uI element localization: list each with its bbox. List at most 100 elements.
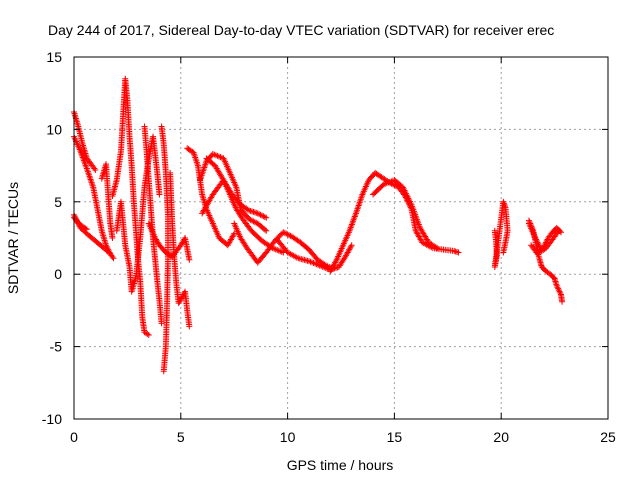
data-point [532,235,539,241]
x-tick-label: 0 [70,429,78,445]
data-point [186,323,193,330]
data-point [553,282,560,289]
data-point [75,220,82,227]
data-point [109,235,116,241]
data-point [284,231,291,238]
chart-title: Day 244 of 2017, Sidereal Day-to-day VTE… [48,22,554,38]
data-point [73,217,80,224]
series-arc-f [109,75,152,339]
series-arc-p [203,155,270,221]
grid-lines [74,57,608,419]
data-point [500,200,507,207]
data-point [258,212,265,219]
y-tick-label: -5 [50,339,63,355]
data-point [559,298,566,305]
data-point [247,216,254,223]
data-point [158,320,165,327]
series-arc-d [71,211,114,257]
data-point [555,227,562,234]
series-arc-e [98,161,116,241]
data-point [281,229,288,236]
data-point [432,244,439,251]
x-tick-label: 5 [177,429,185,445]
data-point [283,230,290,237]
data-point [250,218,257,225]
data-point [249,217,255,224]
data-point [556,288,563,295]
data-point [144,331,151,338]
x-tick-label: 25 [600,429,616,445]
data-point [244,206,251,213]
y-tick-label: 10 [46,121,62,137]
data-point [555,287,562,294]
data-point [501,201,508,208]
data-point [533,236,540,243]
x-tick-label: 10 [280,429,296,445]
data-point [92,166,99,173]
x-tick-label: 20 [493,429,509,445]
data-point [455,249,462,256]
y-tick-label: -10 [42,411,62,427]
data-point [230,232,237,239]
data-point [91,165,98,172]
data-point [533,237,540,244]
axis-ticks: 0 5 10 15 20 25 -10 -5 0 5 10 15 [42,49,616,445]
data-point [557,290,564,297]
data-point [260,213,267,220]
data-point [156,191,163,198]
series-arc-k [145,220,193,263]
x-axis-label: GPS time / hours [287,457,394,473]
data-point [347,243,354,250]
series-arc-h [141,123,165,327]
data-point [554,284,561,291]
y-tick-label: 15 [46,49,62,65]
data-point [434,245,441,252]
data-point [500,249,507,256]
data-point [286,232,293,239]
series-arc-t [491,198,511,270]
series-arc-a [71,109,99,173]
data-point [246,216,253,223]
y-tick-label: 5 [54,194,62,210]
data-point [534,239,541,246]
data-point [145,332,152,339]
data-point [500,198,507,205]
series-arc-j [167,169,193,330]
data-point [348,242,355,249]
data-point [263,214,270,221]
y-axis-label: SDTVAR / TECUs [5,182,21,294]
data-point [554,229,561,236]
data-point [555,285,562,292]
series-arc-w [525,220,562,255]
data-point [262,226,269,233]
series-arc-u [525,217,566,305]
data-point [106,249,113,256]
data-points [71,75,566,375]
data-point [501,203,508,210]
x-tick-label: 15 [387,429,403,445]
data-point [332,258,339,265]
data-point [72,214,79,221]
data-point [110,255,117,262]
data-point [251,219,258,226]
data-point [550,274,557,281]
data-point [536,243,543,250]
plot-frame [73,56,609,420]
series-arc-s [370,177,441,252]
data-point [75,221,82,228]
series-arc-q [273,236,355,273]
data-point [160,368,167,375]
data-point [535,242,542,249]
data-point [535,240,542,247]
data-point [261,214,268,221]
data-point [280,229,287,236]
series-arc-m [197,151,270,234]
y-tick-label: 0 [54,266,62,282]
data-point [254,210,261,217]
data-point [257,211,264,218]
data-point [186,256,193,263]
series-arc-o [231,220,336,272]
data-point [74,219,81,226]
data-point [263,227,270,234]
